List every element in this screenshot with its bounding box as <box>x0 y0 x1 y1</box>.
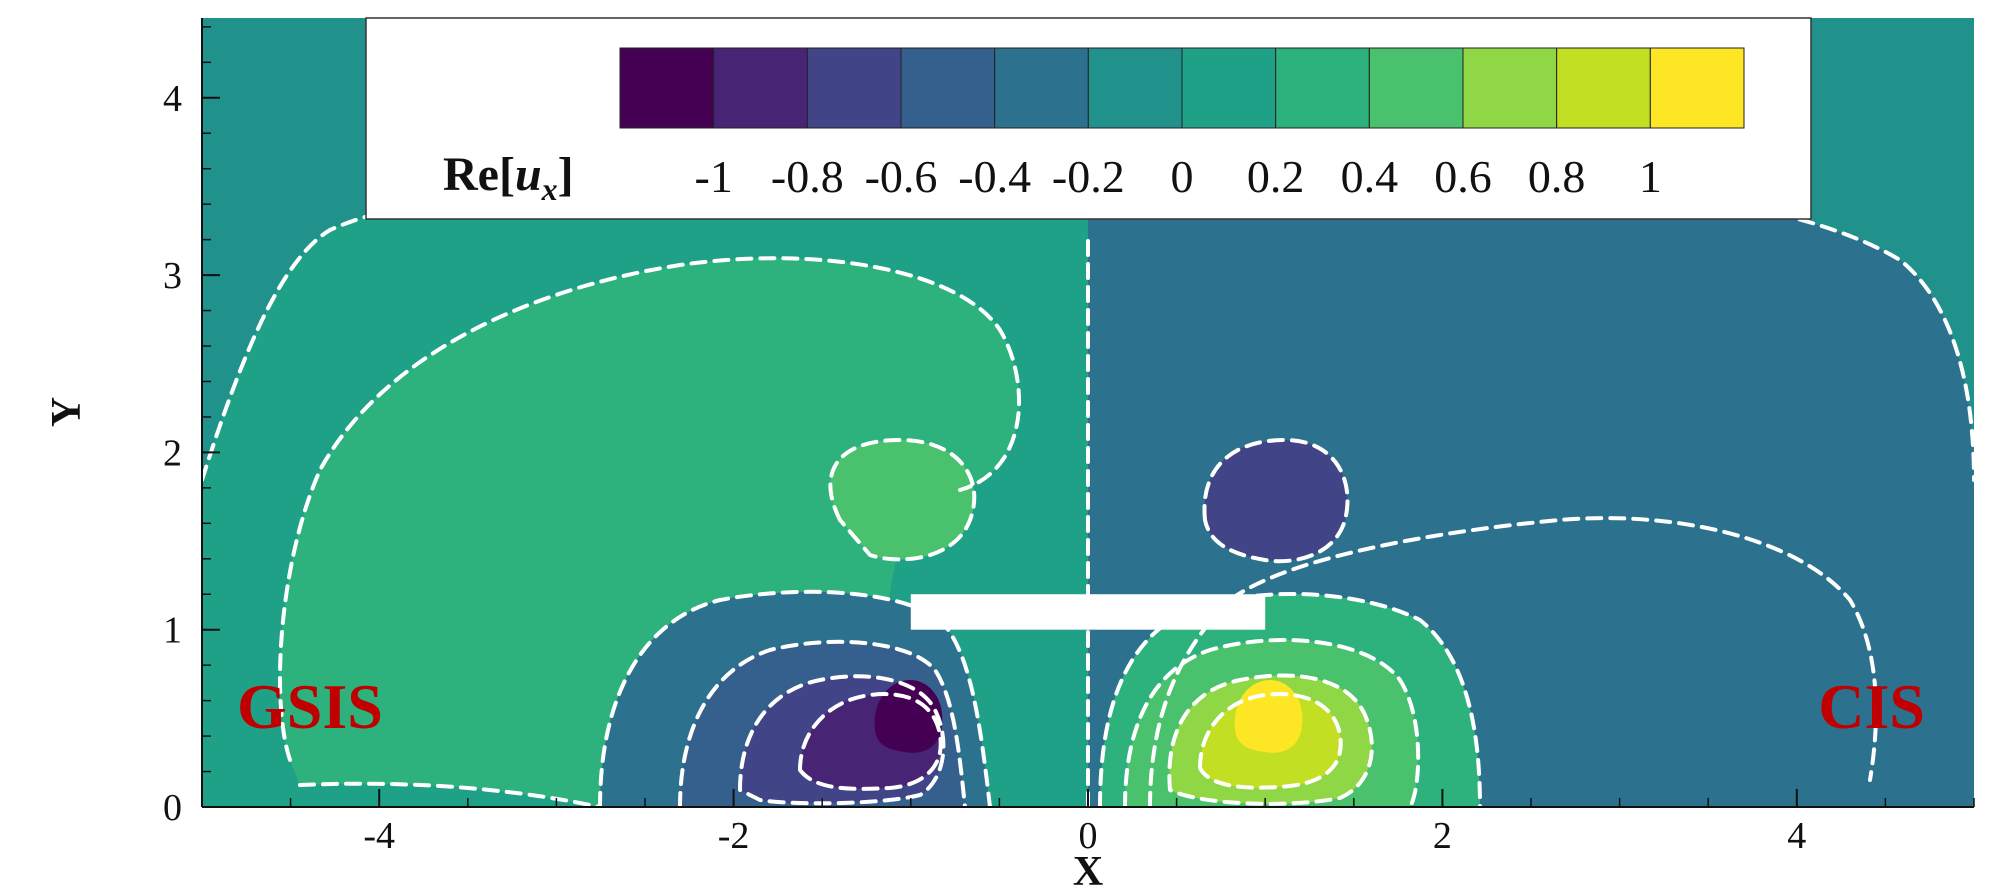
contour-line <box>1098 591 1482 807</box>
colorbar-tick-label: 0.2 <box>1247 151 1305 202</box>
x-tick-label: 4 <box>1787 815 1806 857</box>
y-tick-label: 2 <box>163 432 182 474</box>
y-tick-label: 4 <box>163 78 182 120</box>
contour-line <box>598 589 992 807</box>
contour-line <box>678 639 967 807</box>
colorbar-title-var: u <box>515 148 542 201</box>
contour-line <box>1198 692 1343 790</box>
contour-line <box>738 674 946 806</box>
colorbar-tick-label: -0.2 <box>1052 151 1125 202</box>
left-inner-green-blob <box>830 440 975 560</box>
colorbar-tick-label: 0.4 <box>1341 151 1399 202</box>
contour-line <box>1318 173 1974 482</box>
colorbar-title-end: ] <box>558 148 574 201</box>
colorbar-tick-label: 0.6 <box>1434 151 1492 202</box>
x-ticks: -4 -2 0 2 4 <box>201 789 1975 857</box>
colorbar-swatch <box>1275 47 1370 129</box>
y-ticks: 0 1 2 3 4 <box>163 26 220 829</box>
right-panel-label: CIS <box>1818 671 1925 742</box>
colorbar-swatch <box>1556 47 1651 129</box>
colorbar-tick-label: 0 <box>1171 151 1194 202</box>
colorbar-swatches <box>619 47 1745 129</box>
contour-line <box>1167 673 1374 806</box>
y-tick-label: 3 <box>163 255 182 297</box>
colorbar-tick-labels: -1 -0.8 -0.6 -0.4 -0.2 0 0.2 0.4 0.6 0.8 1 <box>695 151 1662 202</box>
contour-line <box>798 692 943 791</box>
colorbar-swatch <box>1649 47 1745 129</box>
colorbar-tick-label: -0.6 <box>865 151 938 202</box>
x-tick-label: -2 <box>718 815 750 857</box>
colorbar-tick-label: -1 <box>695 151 733 202</box>
y-tick-label: 0 <box>163 787 182 829</box>
contour-line <box>1148 516 1878 807</box>
colorbar-swatch <box>1462 47 1558 129</box>
colorbar-legend: -1 -0.8 -0.6 -0.4 -0.2 0 0.2 0.4 0.6 0.8 1 Re[ux] <box>365 17 1812 220</box>
plate-obstacle <box>910 594 1266 630</box>
colorbar-title-main: Re[ <box>443 148 515 201</box>
colorbar-swatch <box>994 47 1089 129</box>
y-tick-label: 1 <box>163 610 182 652</box>
x-tick-label: 2 <box>1433 815 1452 857</box>
colorbar-swatch <box>900 47 996 129</box>
colorbar-swatch <box>1087 47 1183 129</box>
colorbar-tick-label: -0.8 <box>771 151 844 202</box>
colorbar-title: Re[ux] <box>443 148 574 207</box>
contour-line <box>278 256 1022 762</box>
contour-line <box>298 781 602 807</box>
x-tick-label: 0 <box>1079 815 1098 857</box>
left-panel-label: GSIS <box>237 671 383 742</box>
colorbar-tick-label: 0.8 <box>1528 151 1586 202</box>
colorbar-tick-label: 1 <box>1639 151 1662 202</box>
contour-line <box>1123 638 1421 807</box>
colorbar-tick-label: -0.4 <box>958 151 1031 202</box>
colorbar-swatch <box>1181 47 1277 129</box>
contour-line <box>1202 438 1350 564</box>
x-axis-title: X <box>1073 849 1103 889</box>
axes: -4 -2 0 2 4 0 1 2 3 4 X Y <box>44 18 1975 889</box>
x-tick-label: -4 <box>363 815 395 857</box>
colorbar-title-sub: x <box>541 171 558 207</box>
colorbar-swatch <box>1368 47 1464 129</box>
colorbar-swatch <box>713 47 808 129</box>
colorbar-swatch <box>619 47 715 129</box>
contour-line <box>828 438 977 562</box>
colorbar-swatch <box>806 47 902 129</box>
y-axis-title: Y <box>44 397 90 427</box>
right-inner-blue-blob <box>1204 440 1348 562</box>
